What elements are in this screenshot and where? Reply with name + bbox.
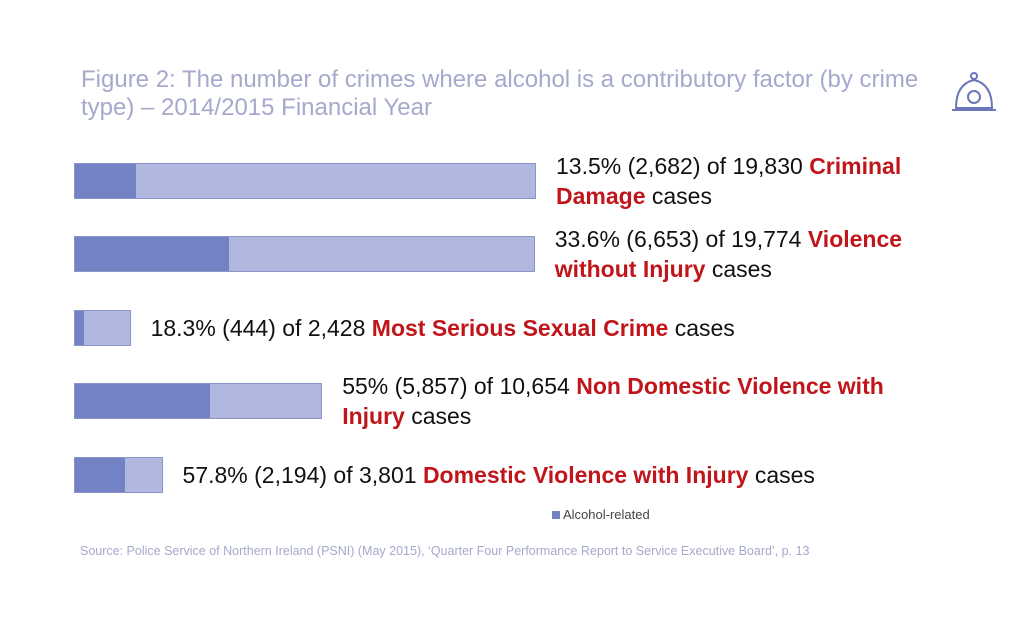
bar-label: 13.5% (2,682) of 19,830 Criminal Damage … xyxy=(556,151,951,211)
legend-swatch xyxy=(552,511,560,519)
crime-type: Most Serious Sexual Crime xyxy=(371,314,669,341)
bar-label: 33.6% (6,653) of 19,774 Violence without… xyxy=(555,224,950,284)
bar-label: 57.8% (2,194) of 3,801 Domestic Violence… xyxy=(183,460,913,490)
label-suffix: cases xyxy=(754,461,815,488)
label-text: 33.6% (6,653) of 19,774 xyxy=(554,226,802,253)
source-note: Source: Police Service of Northern Irela… xyxy=(80,544,810,558)
alcohol-bar xyxy=(75,384,211,419)
legend: Alcohol-related xyxy=(552,507,650,522)
label-suffix: cases xyxy=(711,256,772,283)
bar-label: 18.3% (444) of 2,428 Most Serious Sexual… xyxy=(151,313,871,343)
crime-type: Domestic Violence with Injury xyxy=(422,461,749,488)
label-suffix: cases xyxy=(411,403,472,430)
label-text: 57.8% (2,194) of 3,801 xyxy=(182,461,417,488)
alcohol-bar xyxy=(75,457,126,492)
logo-icon xyxy=(952,72,996,111)
crime-type: Criminal Damage xyxy=(556,153,902,209)
chart-title: Figure 2: The number of crimes where alc… xyxy=(81,66,919,121)
label-text: 13.5% (2,682) of 19,830 xyxy=(556,153,803,179)
bar-label: 55% (5,857) of 10,654 Non Domestic Viole… xyxy=(342,371,902,431)
crime-type: Violence without Injury xyxy=(554,226,903,283)
legend-label: Alcohol-related xyxy=(563,507,650,522)
total-bar xyxy=(74,163,536,199)
alcohol-bar xyxy=(75,237,229,272)
label-text: 18.3% (444) of 2,428 xyxy=(150,314,366,341)
alcohol-bar xyxy=(75,310,85,345)
crime-type: Non Domestic Violence with Injury xyxy=(342,373,884,430)
label-text: 55% (5,857) of 10,654 xyxy=(342,373,570,400)
alcohol-bar xyxy=(75,164,137,198)
label-suffix: cases xyxy=(651,183,712,209)
label-suffix: cases xyxy=(674,314,735,341)
